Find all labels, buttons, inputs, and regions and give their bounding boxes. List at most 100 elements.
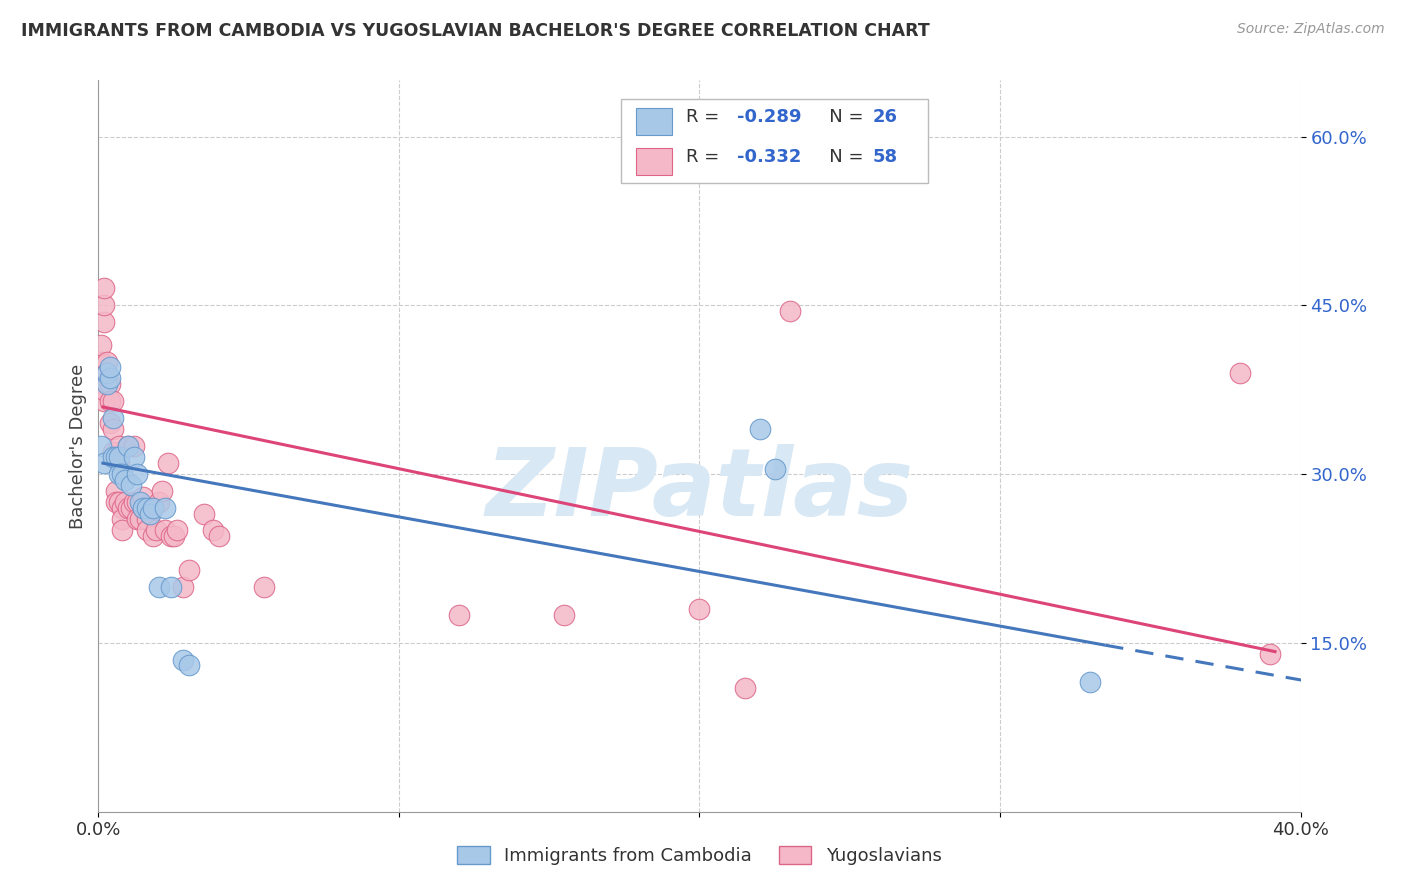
Point bbox=[93, 281, 115, 295]
Text: Source: ZipAtlas.com: Source: ZipAtlas.com bbox=[1237, 22, 1385, 37]
Point bbox=[1229, 366, 1251, 380]
Point bbox=[108, 450, 131, 465]
Point bbox=[688, 602, 710, 616]
Point bbox=[108, 495, 131, 509]
Point bbox=[117, 439, 139, 453]
Point bbox=[105, 495, 128, 509]
Point bbox=[96, 377, 118, 392]
Point bbox=[103, 422, 125, 436]
Point bbox=[148, 580, 170, 594]
Point bbox=[193, 507, 215, 521]
Point bbox=[156, 456, 179, 470]
Point bbox=[447, 607, 470, 622]
Legend: Immigrants from Cambodia, Yugoslavians: Immigrants from Cambodia, Yugoslavians bbox=[450, 838, 949, 872]
Point bbox=[90, 337, 112, 351]
Point bbox=[121, 478, 143, 492]
Point bbox=[159, 529, 181, 543]
Point bbox=[108, 439, 131, 453]
Point bbox=[100, 394, 122, 409]
Point bbox=[90, 354, 112, 368]
Point bbox=[103, 410, 125, 425]
Point bbox=[124, 495, 146, 509]
Point bbox=[135, 524, 157, 538]
Point bbox=[150, 483, 173, 498]
Text: IMMIGRANTS FROM CAMBODIA VS YUGOSLAVIAN BACHELOR'S DEGREE CORRELATION CHART: IMMIGRANTS FROM CAMBODIA VS YUGOSLAVIAN … bbox=[21, 22, 929, 40]
Point bbox=[103, 450, 125, 465]
Point bbox=[100, 360, 122, 375]
Point bbox=[108, 456, 131, 470]
Point bbox=[177, 658, 200, 673]
Point bbox=[141, 500, 163, 515]
Point bbox=[1078, 675, 1101, 690]
Point bbox=[253, 580, 276, 594]
Point bbox=[748, 422, 770, 436]
Point bbox=[153, 524, 176, 538]
Text: R =: R = bbox=[686, 108, 725, 126]
Point bbox=[117, 500, 139, 515]
Bar bbox=[636, 108, 672, 136]
Point bbox=[111, 500, 134, 515]
Point bbox=[763, 461, 786, 475]
Point bbox=[93, 315, 115, 329]
Point bbox=[127, 467, 149, 482]
Point bbox=[1260, 647, 1282, 661]
Point bbox=[100, 417, 122, 431]
Point bbox=[111, 467, 134, 482]
Point bbox=[172, 653, 194, 667]
Point bbox=[201, 524, 224, 538]
Point bbox=[135, 500, 157, 515]
Point bbox=[93, 383, 115, 397]
Point bbox=[114, 495, 136, 509]
Text: N =: N = bbox=[813, 148, 870, 166]
Point bbox=[132, 500, 155, 515]
Point bbox=[103, 444, 125, 458]
Point bbox=[138, 507, 160, 521]
Point bbox=[138, 507, 160, 521]
Text: ZIPatlas: ZIPatlas bbox=[485, 444, 914, 536]
Point bbox=[141, 529, 163, 543]
Text: 26: 26 bbox=[873, 108, 897, 126]
Point bbox=[93, 298, 115, 312]
Bar bbox=[636, 148, 672, 176]
Point bbox=[172, 580, 194, 594]
Point bbox=[553, 607, 575, 622]
Point bbox=[124, 439, 146, 453]
Point bbox=[127, 512, 149, 526]
Point bbox=[208, 529, 231, 543]
Y-axis label: Bachelor's Degree: Bachelor's Degree bbox=[69, 363, 87, 529]
Point bbox=[779, 304, 801, 318]
Point bbox=[93, 394, 115, 409]
Text: R =: R = bbox=[686, 148, 725, 166]
Point bbox=[129, 512, 152, 526]
Text: -0.332: -0.332 bbox=[737, 148, 801, 166]
Point bbox=[132, 490, 155, 504]
Point bbox=[96, 366, 118, 380]
Point bbox=[105, 450, 128, 465]
Point bbox=[105, 483, 128, 498]
Point bbox=[177, 563, 200, 577]
Point bbox=[734, 681, 756, 695]
Point bbox=[114, 473, 136, 487]
Point bbox=[166, 524, 188, 538]
Text: -0.289: -0.289 bbox=[737, 108, 801, 126]
Point bbox=[132, 500, 155, 515]
Point bbox=[111, 524, 134, 538]
Point bbox=[90, 439, 112, 453]
Point bbox=[124, 450, 146, 465]
Text: N =: N = bbox=[813, 108, 870, 126]
Point bbox=[117, 439, 139, 453]
Text: 58: 58 bbox=[873, 148, 897, 166]
Point bbox=[93, 456, 115, 470]
Point bbox=[96, 354, 118, 368]
Point bbox=[90, 366, 112, 380]
Point bbox=[103, 394, 125, 409]
Point bbox=[135, 512, 157, 526]
Point bbox=[121, 500, 143, 515]
Point bbox=[129, 495, 152, 509]
Point bbox=[100, 371, 122, 385]
Point bbox=[96, 366, 118, 380]
Point bbox=[145, 524, 167, 538]
Point bbox=[159, 580, 181, 594]
FancyBboxPatch shape bbox=[621, 99, 928, 183]
Point bbox=[127, 495, 149, 509]
